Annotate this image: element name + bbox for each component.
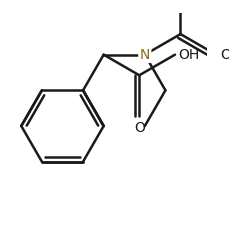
Text: O: O (220, 48, 229, 62)
Text: O: O (134, 121, 145, 135)
Text: OH: OH (178, 48, 199, 62)
Text: N: N (140, 48, 150, 62)
